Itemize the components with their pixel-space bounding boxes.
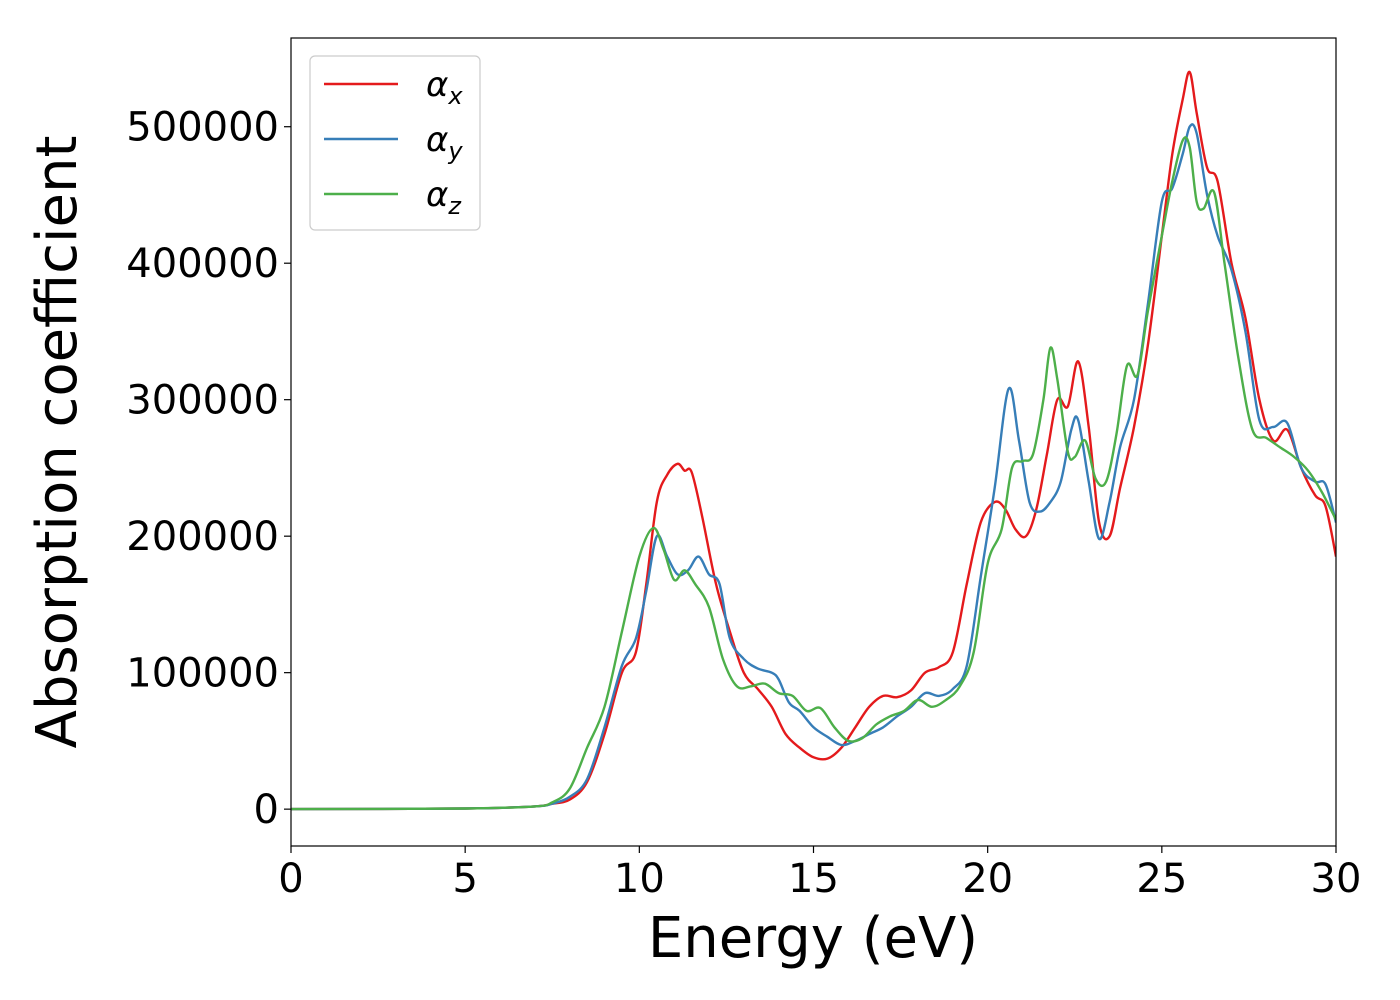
x-tick-label: 20 xyxy=(962,856,1013,902)
y-axis: 0 100000 200000 300000 400000 500000 xyxy=(126,105,291,833)
legend-label-z: αz xyxy=(426,175,462,220)
series-line-x xyxy=(291,70,1336,811)
series-line-z xyxy=(291,136,1336,811)
x-axis: 0 5 10 15 20 25 30 xyxy=(278,846,1361,902)
x-tick-label: 15 xyxy=(788,856,839,902)
x-tick-label: 5 xyxy=(452,856,477,902)
y-axis-title: Absorption coefficient xyxy=(25,136,90,749)
x-axis-title: Energy (eV) xyxy=(648,906,978,971)
plot-lines xyxy=(291,70,1336,811)
y-tick-label: 500000 xyxy=(126,105,279,151)
x-tick-label: 10 xyxy=(614,856,665,902)
legend-label-y: αy xyxy=(426,120,463,165)
legend-box xyxy=(309,55,481,231)
y-tick-label: 0 xyxy=(254,787,279,833)
y-tick-label: 400000 xyxy=(126,241,279,287)
x-tick-label: 25 xyxy=(1136,856,1187,902)
y-tick-label: 100000 xyxy=(126,651,279,697)
x-tick-label: 0 xyxy=(278,856,303,902)
legend-label-x: αx xyxy=(426,65,463,110)
legend: αx αy αz xyxy=(309,55,481,231)
x-tick-label: 30 xyxy=(1311,856,1362,902)
legend-entries: αx αy αz xyxy=(324,65,463,220)
y-tick-label: 200000 xyxy=(126,514,279,560)
y-tick-label: 300000 xyxy=(126,378,279,424)
